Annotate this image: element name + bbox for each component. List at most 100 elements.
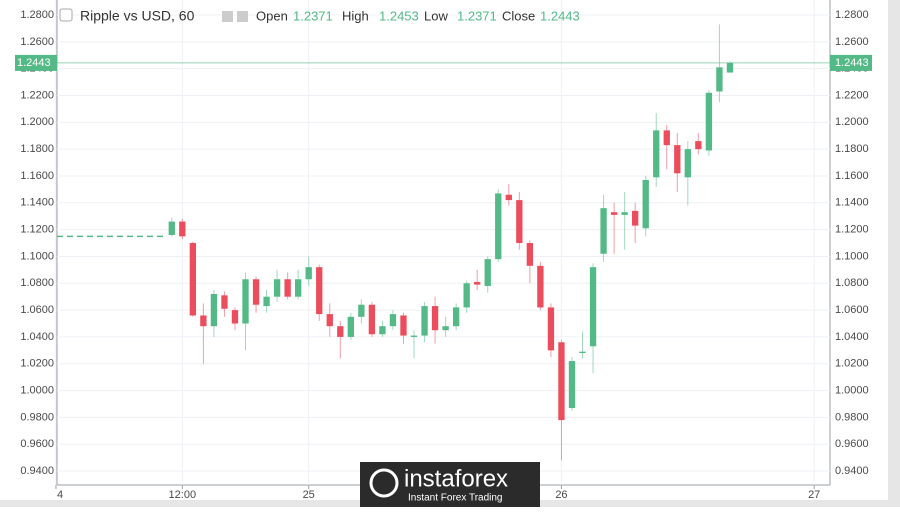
x-tick-label: 25: [303, 489, 315, 501]
legend-label: Low: [424, 8, 448, 23]
y-tick-label: 1.1200: [20, 224, 54, 236]
candle-body: [484, 259, 491, 286]
y-tick-label: 0.9400: [835, 465, 869, 477]
y-tick-label: 1.2800: [20, 9, 54, 21]
candle-body: [421, 306, 428, 336]
candle-body: [252, 279, 260, 305]
legend-label: Close: [502, 8, 535, 23]
candle-body: [695, 141, 702, 150]
settings-icon[interactable]: [222, 11, 233, 22]
close-icon[interactable]: [237, 11, 248, 22]
watermark: instaforex Instant Forex Trading: [360, 462, 540, 507]
y-tick-label: 1.0000: [835, 384, 869, 396]
legend-label: High: [342, 8, 369, 23]
toggle-icon[interactable]: [59, 8, 73, 22]
y-tick-label: 1.0600: [20, 304, 54, 316]
candle-body: [189, 243, 197, 316]
last-price-label: 1.2443: [17, 57, 51, 69]
y-tick-label: 1.0400: [20, 331, 54, 343]
y-tick-label: 0.9600: [20, 438, 54, 450]
candle-body: [389, 314, 397, 327]
candle-body: [316, 267, 323, 315]
candle-body: [653, 130, 660, 178]
y-tick-label: 1.0200: [835, 358, 869, 370]
candle-body: [242, 279, 249, 324]
candle-body: [305, 267, 312, 280]
side-strip: [888, 0, 900, 507]
y-tick-label: 1.1600: [835, 170, 869, 182]
candle-body: [284, 279, 291, 297]
x-tick-label: 12:00: [169, 489, 197, 501]
x-tick-label: 26: [555, 489, 567, 501]
candle-body: [442, 326, 449, 331]
candle-body: [558, 342, 565, 421]
y-tick-label: 1.2000: [20, 116, 54, 128]
candle-body: [295, 279, 302, 297]
labels: 0.9400 0.9400 0.9600 0.9600 0.9800 0.9800 1.00…: [15, 9, 872, 501]
y-tick-label: 1.0400: [835, 331, 869, 343]
candle-body: [589, 267, 597, 347]
candle-body: [547, 307, 555, 351]
candle-body: [474, 281, 481, 285]
y-tick-label: 1.0000: [20, 384, 54, 396]
y-tick-label: 1.2600: [20, 36, 54, 48]
candle-body: [526, 243, 534, 266]
y-tick-label: 1.0800: [835, 277, 869, 289]
watermark-box: [360, 462, 540, 507]
candle-body: [537, 265, 544, 308]
candle-body: [263, 296, 270, 307]
candle-body: [337, 326, 344, 337]
legend-value: 1.2371: [457, 8, 497, 23]
y-tick-label: 1.1000: [835, 250, 869, 262]
candle-body: [452, 307, 460, 327]
y-tick-label: 1.2200: [20, 89, 54, 101]
candle-body: [368, 304, 376, 335]
candle-body: [221, 295, 228, 309]
candle-body: [642, 179, 649, 229]
candle-body: [579, 351, 586, 354]
y-tick-label: 1.1400: [20, 197, 54, 209]
watermark-tagline: Instant Forex Trading: [408, 493, 503, 504]
candle-body: [326, 314, 333, 327]
y-tick-label: 0.9800: [835, 411, 869, 423]
y-tick-label: 1.1400: [835, 197, 869, 209]
candle-body: [632, 210, 639, 226]
y-tick-label: 1.2800: [835, 9, 869, 21]
candle-body: [716, 67, 723, 92]
y-tick-label: 1.2200: [835, 89, 869, 101]
candle-body: [358, 304, 365, 317]
y-tick-label: 1.1600: [20, 170, 54, 182]
y-tick-label: 1.1800: [835, 143, 869, 155]
candle-body: [347, 316, 354, 337]
x-tick-label: 4: [57, 489, 63, 501]
y-tick-label: 1.1000: [20, 250, 54, 262]
y-tick-label: 1.1800: [20, 143, 54, 155]
watermark-brand: instaforex: [404, 465, 508, 492]
candle-body: [568, 361, 576, 409]
candle-body: [200, 315, 207, 327]
x-tick-label: 27: [808, 489, 820, 501]
candle-body: [400, 315, 407, 336]
candle-body: [168, 221, 175, 235]
y-tick-label: 1.2600: [835, 36, 869, 48]
y-tick-label: 1.1200: [835, 224, 869, 236]
candle-body: [410, 335, 418, 337]
last-price-label: 1.2443: [835, 57, 869, 69]
y-tick-label: 0.9800: [20, 411, 54, 423]
candle-body: [273, 279, 281, 297]
candle-body: [463, 283, 470, 308]
last-price-tag: [830, 54, 872, 71]
candle-body: [516, 200, 523, 244]
candles: [57, 24, 830, 461]
last-price-tag: [15, 54, 57, 71]
candle-body: [674, 145, 681, 174]
legend-value: 1.2371: [293, 8, 333, 23]
legend-value: 1.2453: [379, 8, 419, 23]
y-tick-label: 1.2000: [835, 116, 869, 128]
y-tick-label: 1.0200: [20, 358, 54, 370]
y-tick-label: 0.9400: [20, 465, 54, 477]
candle-body: [379, 326, 386, 335]
candle-body: [600, 208, 607, 254]
y-tick-label: 1.0600: [835, 304, 869, 316]
candle-body: [495, 193, 502, 260]
